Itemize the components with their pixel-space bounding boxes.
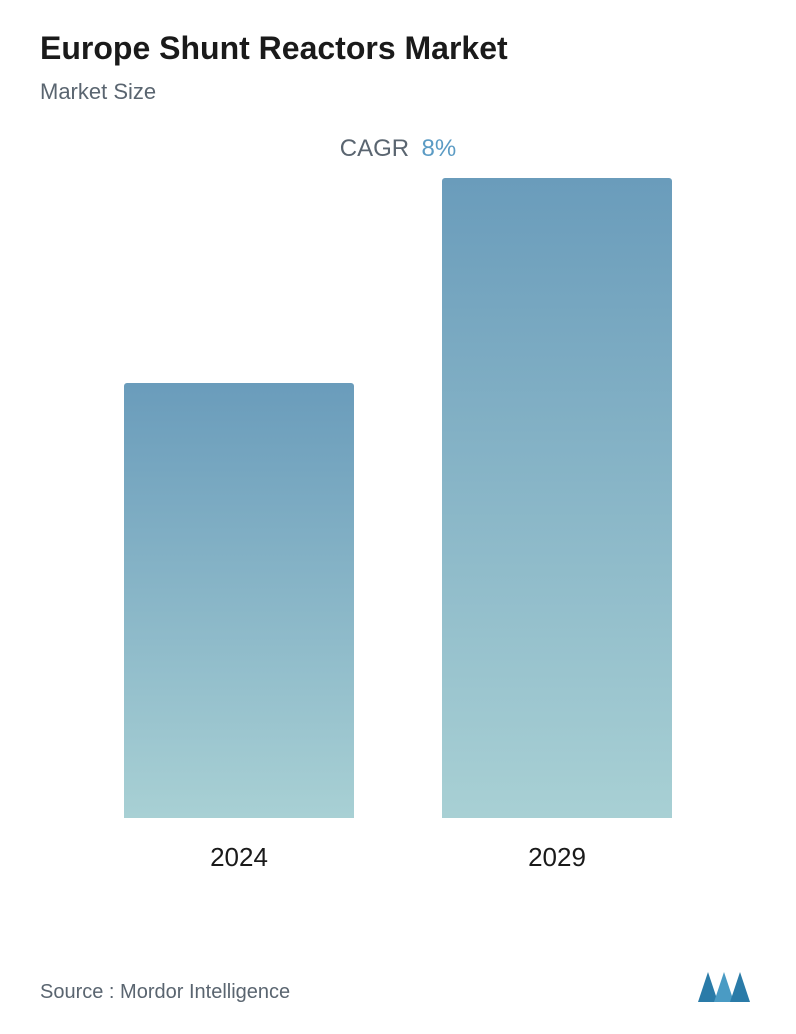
cagr-row: CAGR 8% xyxy=(40,135,756,163)
bar-0 xyxy=(124,383,354,818)
bar-group-1: 2029 xyxy=(427,178,687,873)
chart-subtitle: Market Size xyxy=(40,79,756,105)
logo-icon xyxy=(696,964,756,1004)
source-value: Mordor Intelligence xyxy=(120,981,290,1003)
source-label: Source : xyxy=(40,981,114,1003)
cagr-label: CAGR xyxy=(340,135,409,162)
source-text: Source : Mordor Intelligence xyxy=(40,981,290,1004)
bar-1 xyxy=(442,178,672,818)
chart-area: 2024 2029 xyxy=(40,183,756,873)
x-label-0: 2024 xyxy=(210,842,268,873)
cagr-value: 8% xyxy=(422,135,457,162)
bar-group-0: 2024 xyxy=(109,383,369,873)
x-label-1: 2029 xyxy=(528,842,586,873)
chart-title: Europe Shunt Reactors Market xyxy=(40,30,756,67)
footer: Source : Mordor Intelligence xyxy=(40,964,756,1004)
